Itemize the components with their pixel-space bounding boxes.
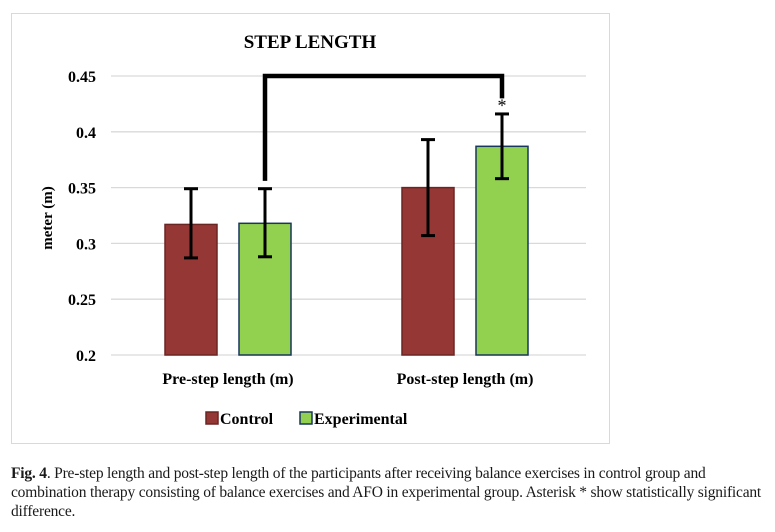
legend-swatch-control — [205, 411, 219, 425]
legend-label-control: Control — [220, 411, 274, 428]
y-tick-label: 0.35 — [68, 181, 96, 198]
x-tick-labels: Pre-step length (m) Post-step length (m) — [162, 371, 533, 388]
x-tick-label: Post-step length (m) — [397, 371, 534, 388]
significance-bracket: * — [262, 73, 507, 181]
y-tick-label: 0.3 — [76, 236, 96, 253]
y-axis-label: meter (m) — [40, 186, 56, 249]
y-tick-label: 0.45 — [68, 69, 96, 86]
bracket-line — [262, 73, 505, 181]
error-bars — [184, 112, 509, 260]
y-tick-label: 0.2 — [76, 348, 96, 365]
y-tick-labels: 0.2 0.25 0.3 0.35 0.4 0.45 — [68, 69, 96, 365]
caption-label: Fig. 4 — [11, 465, 47, 482]
bars — [164, 145, 529, 356]
y-tick-label: 0.25 — [68, 292, 96, 309]
chart-title: STEP LENGTH — [244, 32, 377, 53]
caption-text: . Pre-step length and post-step length o… — [11, 465, 762, 520]
bar-experimental — [475, 145, 529, 356]
asterisk: * — [498, 96, 507, 116]
legend-swatch-experimental — [299, 411, 313, 425]
y-tick-label: 0.4 — [76, 125, 96, 142]
legend-label-experimental: Experimental — [314, 411, 408, 428]
legend: Control Experimental — [205, 411, 408, 428]
x-tick-label: Pre-step length (m) — [162, 371, 293, 388]
figure-caption: Fig. 4. Pre-step length and post-step le… — [11, 464, 771, 521]
